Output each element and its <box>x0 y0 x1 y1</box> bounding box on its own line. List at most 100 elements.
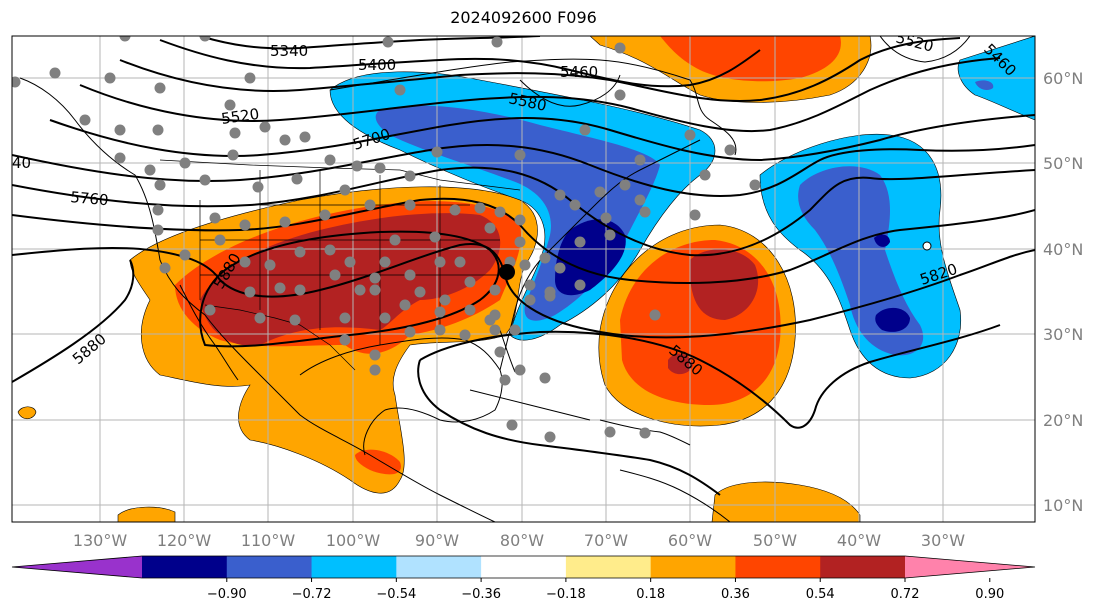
station-dot <box>264 259 276 271</box>
station-dot <box>569 199 581 211</box>
station-markers <box>12 36 761 443</box>
fill-darkred-small <box>668 353 693 375</box>
colorbar-tick-label: −0.54 <box>376 587 416 602</box>
lat-label: 50°N <box>1043 154 1083 173</box>
colorbar-tick-label: 0.54 <box>806 587 835 602</box>
station-dot <box>339 312 351 324</box>
station-dot <box>699 169 711 181</box>
station-dot <box>389 234 401 246</box>
station-dot <box>239 219 251 231</box>
station-dot <box>519 259 531 271</box>
station-dot <box>394 84 406 96</box>
station-dot <box>324 244 336 256</box>
station-dot <box>319 209 331 221</box>
station-dot <box>434 306 446 318</box>
station-dot <box>614 89 626 101</box>
fill-orange-sw <box>117 506 176 522</box>
colorbar-tick-label: 0.18 <box>636 587 665 602</box>
station-dot <box>494 346 506 358</box>
lat-label: 20°N <box>1043 411 1083 430</box>
lon-label: 110°W <box>241 531 296 550</box>
lon-label: 50°W <box>753 531 797 550</box>
colorbar-tick-label: −0.18 <box>546 587 586 602</box>
station-dot <box>491 36 503 48</box>
coastline-east <box>499 139 701 371</box>
station-dot <box>494 206 506 218</box>
colorbar-segment <box>650 556 736 578</box>
border-us-mexico <box>204 304 356 371</box>
contour-label: 5460 <box>560 63 598 81</box>
contour-label: 5520 <box>220 105 260 128</box>
border-us-canada <box>159 159 521 191</box>
coastline-south-america <box>619 469 731 522</box>
coastline-hudson <box>519 74 621 107</box>
colorbar-segment <box>481 556 567 578</box>
station-dot <box>524 294 536 306</box>
station-dot <box>152 204 164 216</box>
station-dot <box>104 72 116 84</box>
contour-5880-west <box>12 259 135 383</box>
contour-label: 5520 <box>894 28 936 55</box>
station-dot <box>474 202 486 214</box>
colorbar-extend-max <box>905 556 1035 578</box>
station-dot <box>259 121 271 133</box>
station-dot <box>379 312 391 324</box>
colorbar-segment <box>820 556 906 578</box>
lat-label: 40°N <box>1043 240 1083 259</box>
colorbar <box>11 555 1036 579</box>
lon-label: 30°W <box>921 531 965 550</box>
station-dot <box>514 236 526 248</box>
lat-label: 60°N <box>1043 69 1083 88</box>
station-dot <box>364 199 376 211</box>
fill-darkred-atlantic <box>689 249 759 320</box>
station-dot <box>459 329 471 341</box>
fill-royalblue-ne <box>975 80 994 90</box>
colorbar-segment <box>735 556 821 578</box>
station-dot <box>604 229 616 241</box>
station-dot <box>374 162 386 174</box>
station-dot <box>434 256 446 268</box>
lon-label: 130°W <box>73 531 128 550</box>
station-dot <box>684 129 696 141</box>
colorbar-segment <box>565 556 652 578</box>
station-dot <box>554 189 566 201</box>
station-dot <box>351 160 363 172</box>
colorbar-segment <box>311 556 397 578</box>
station-dot <box>244 72 256 84</box>
station-dot <box>554 262 566 274</box>
station-dot <box>291 173 303 185</box>
station-dot <box>404 170 416 182</box>
coastline-florida <box>499 329 516 373</box>
station-dot <box>454 256 466 268</box>
station-dot <box>514 364 526 376</box>
fill-navy-east2 <box>875 307 910 332</box>
station-dot <box>434 324 446 336</box>
station-dot <box>379 256 391 268</box>
station-dot <box>604 426 616 438</box>
colorbar-tick-label: 0.36 <box>721 587 750 602</box>
station-dot <box>79 114 91 126</box>
station-dot <box>294 284 306 296</box>
colorbar-tick-label: −0.36 <box>461 587 501 602</box>
station-dot <box>339 334 351 346</box>
station-dot <box>49 67 61 79</box>
station-dot <box>324 154 336 166</box>
station-dot <box>12 76 21 88</box>
station-dot <box>514 214 526 226</box>
contour-5460 <box>119 37 961 102</box>
contour-5580 <box>49 114 1035 162</box>
negative-anomaly-fill <box>329 36 1035 379</box>
station-dot <box>499 374 511 386</box>
coastline-caribbean <box>599 419 691 446</box>
lon-label: 60°W <box>668 531 712 550</box>
station-dot <box>429 231 441 243</box>
station-dot <box>154 179 166 191</box>
station-dot <box>369 364 381 376</box>
station-dot <box>199 174 211 186</box>
contour-label: 5340 <box>270 42 308 60</box>
station-dot <box>439 294 451 306</box>
station-dot <box>574 236 586 248</box>
station-dot <box>369 349 381 361</box>
station-dot <box>539 372 551 384</box>
